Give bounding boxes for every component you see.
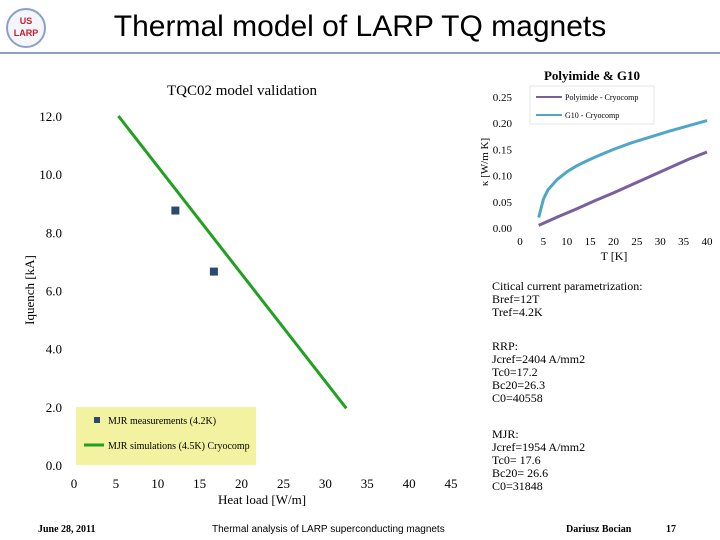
main-x-tick-label: 0 xyxy=(71,476,78,491)
note-line: MJR: xyxy=(492,427,519,441)
legend-label-measurements: MJR measurements (4.2K) xyxy=(108,416,216,427)
main-x-tick-label: 10 xyxy=(151,476,164,491)
measurement-point xyxy=(171,206,180,215)
note-line: Tc0=17.2 xyxy=(492,365,538,379)
inset-x-tick-label: 15 xyxy=(585,236,597,248)
g10-conductivity-line xyxy=(537,119,708,218)
inset-x-tick-label: 0 xyxy=(517,236,523,248)
inset-x-tick-label: 25 xyxy=(631,236,643,248)
main-x-tick-label: 20 xyxy=(235,476,248,491)
note-line: C0=31848 xyxy=(492,479,543,493)
inset-x-tick-label: 20 xyxy=(608,236,620,248)
critical-current-notes: Citical current parametrization: Bref=12… xyxy=(492,280,712,319)
mjr-notes: MJR: Jcref=1954 A/mm2 Tc0= 17.6 Bc20= 26… xyxy=(492,428,712,493)
main-y-axis-label: Iquench [kA] xyxy=(22,255,37,325)
main-y-tick-label: 10.0 xyxy=(39,167,62,182)
header-divider xyxy=(0,52,720,54)
logo-text-larp: LARP xyxy=(13,28,39,38)
rrp-notes: RRP: Jcref=2404 A/mm2 Tc0=17.2 Bc20=26.3… xyxy=(492,340,712,405)
footer-date: June 28, 2011 xyxy=(38,524,96,535)
inset-y-tick-label: 0.10 xyxy=(493,171,513,183)
note-line: Tref=4.2K xyxy=(492,305,543,319)
inset-chart-title: Polyimide & G10 xyxy=(544,68,640,83)
note-line: Bref=12T xyxy=(492,292,540,306)
slide-title: Thermal model of LARP TQ magnets xyxy=(113,10,607,43)
main-y-tick-label: 12.0 xyxy=(39,109,62,124)
note-line: Bc20=26.3 xyxy=(492,378,546,392)
inset-x-tick-label: 35 xyxy=(678,236,690,248)
note-line: Bc20= 26.6 xyxy=(492,466,549,480)
note-line: Jcref=2404 A/mm2 xyxy=(492,352,586,366)
main-x-tick-label: 35 xyxy=(361,476,374,491)
note-line: C0=40558 xyxy=(492,391,543,405)
main-chart-title: TQC02 model validation xyxy=(167,83,317,99)
inset-x-axis-label: T [K] xyxy=(601,249,628,263)
inset-y-axis-label: κ [W/m K] xyxy=(479,138,491,186)
main-x-tick-label: 5 xyxy=(113,476,120,491)
main-x-tick-label: 25 xyxy=(277,476,290,491)
main-y-tick-label: 2.0 xyxy=(46,400,62,415)
main-y-tick-label: 6.0 xyxy=(46,284,62,299)
inset-x-tick-label: 10 xyxy=(561,236,573,248)
legend-label-polyimide: Polyimide - Cryocomp xyxy=(565,93,638,102)
simulation-line xyxy=(117,115,348,410)
legend-label-simulations: MJR simulations (4.5K) Cryocomp xyxy=(108,441,250,452)
logo-text-us: US xyxy=(19,16,33,26)
inset-y-tick-label: 0.00 xyxy=(493,223,513,235)
inset-legend-box xyxy=(529,85,655,125)
inset-y-tick-label: 0.15 xyxy=(493,144,513,156)
footer-page-number: 17 xyxy=(666,524,676,535)
main-x-tick-label: 45 xyxy=(445,476,458,491)
inset-y-tick-label: 0.20 xyxy=(493,118,513,130)
polyimide-conductivity-line xyxy=(538,150,708,227)
main-y-tick-label: 8.0 xyxy=(46,225,62,240)
main-x-tick-label: 40 xyxy=(403,476,416,491)
inset-y-tick-label: 0.05 xyxy=(493,197,513,209)
legend-label-g10: G10 - Cryocomp xyxy=(565,111,619,120)
inset-x-tick-label: 5 xyxy=(541,236,547,248)
note-line: Tc0= 17.6 xyxy=(492,453,541,467)
note-line: Citical current parametrization: xyxy=(492,279,643,293)
legend-marker-measurements xyxy=(94,417,100,423)
larp-logo: US LARP xyxy=(6,8,46,48)
footer-center-text: Thermal analysis of LARP superconducting… xyxy=(212,524,445,535)
inset-y-tick-label: 0.25 xyxy=(493,92,513,104)
main-x-tick-label: 30 xyxy=(319,476,332,491)
main-legend-box xyxy=(76,407,256,465)
main-x-tick-label: 15 xyxy=(193,476,206,491)
measurement-point xyxy=(209,267,218,276)
footer-author: Dariusz Bocian xyxy=(566,524,632,535)
note-line: Jcref=1954 A/mm2 xyxy=(492,440,586,454)
inset-x-tick-label: 40 xyxy=(702,236,714,248)
main-y-tick-label: 0.0 xyxy=(46,458,62,473)
main-y-tick-label: 4.0 xyxy=(46,342,62,357)
inset-x-tick-label: 30 xyxy=(655,236,667,248)
main-x-axis-label: Heat load [W/m] xyxy=(218,492,306,507)
note-line: RRP: xyxy=(492,339,519,353)
